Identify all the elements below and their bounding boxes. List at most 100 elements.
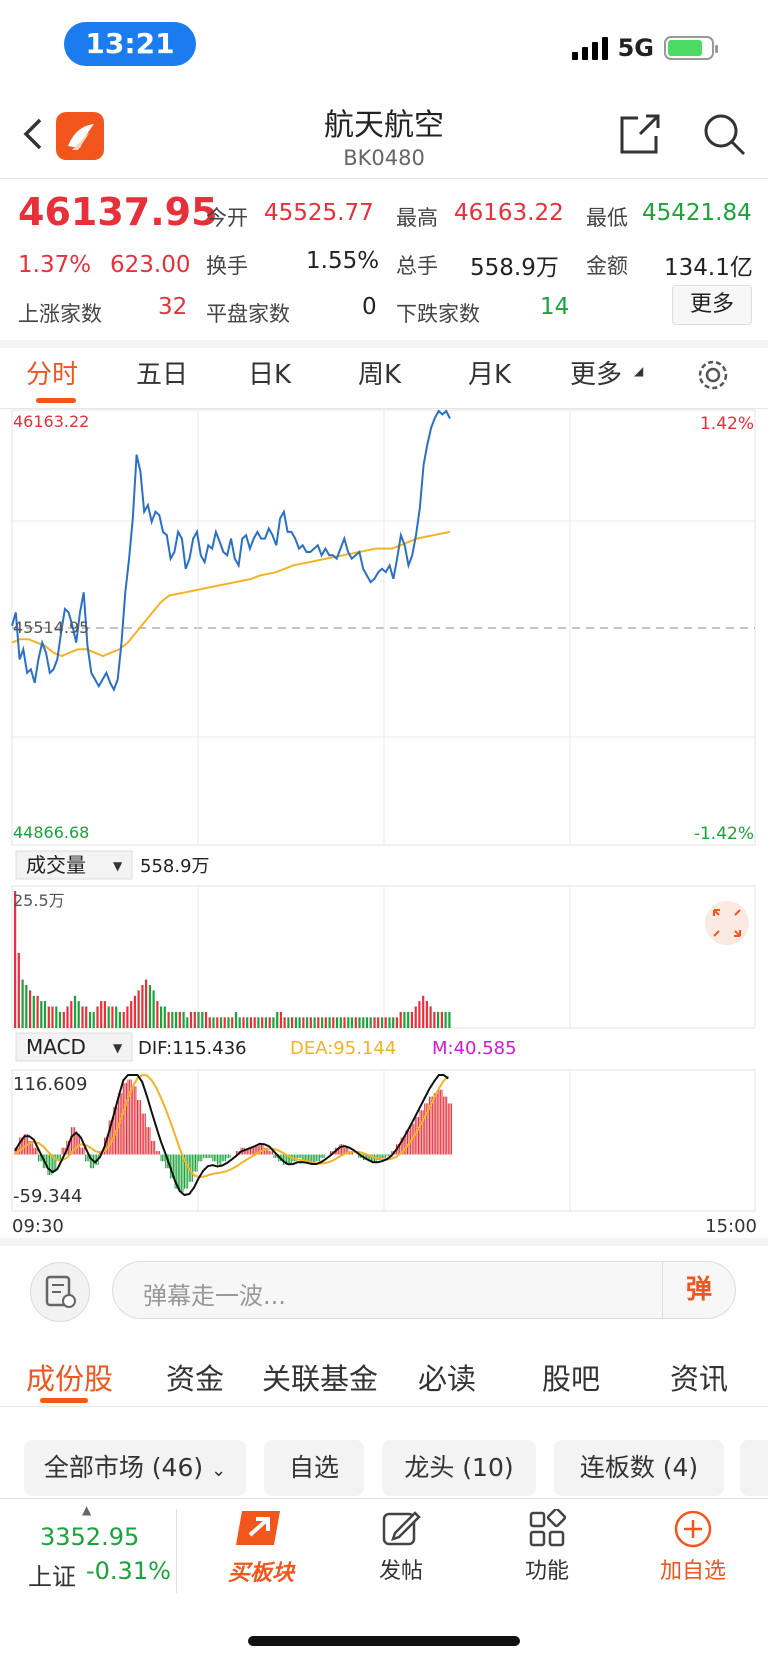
tab-constituents[interactable]: 成份股 <box>26 1362 114 1396</box>
open-label: 今开 <box>206 206 248 230</box>
change-abs: 623.00 <box>110 252 191 278</box>
volume-bar <box>444 1011 447 1028</box>
tab-daily-k[interactable]: 日K <box>248 360 292 390</box>
volume-bar <box>354 1017 357 1028</box>
volume-bar <box>163 1006 166 1028</box>
amount-value: 134.1亿 <box>664 255 753 281</box>
volume-bar <box>130 1001 133 1028</box>
volume-bar <box>55 1006 58 1028</box>
volume-bar <box>407 1011 410 1028</box>
volume-bar <box>29 990 32 1028</box>
volume-bar <box>175 1011 178 1028</box>
section-gap <box>0 1238 768 1246</box>
volume-bar <box>335 1017 339 1028</box>
y-bottom-label: 44866.68 <box>13 823 89 842</box>
bottom-tab-indicator <box>40 1398 88 1403</box>
nav-post[interactable]: 发帖 <box>346 1509 456 1585</box>
volume-bar <box>14 891 17 1028</box>
macd-selector[interactable]: MACD ▼ <box>15 1032 133 1062</box>
average-price-line <box>11 530 451 658</box>
nav-functions[interactable]: 功能 <box>492 1507 602 1585</box>
volume-selector[interactable]: 成交量 ▼ <box>15 850 133 880</box>
nav-buy-sector-label: 买板块 <box>227 1561 294 1586</box>
volume-bar <box>429 1006 432 1028</box>
search-icon[interactable] <box>700 110 748 158</box>
tabs-divider <box>0 408 768 409</box>
status-icons: 5G <box>571 30 718 66</box>
volume-bar <box>358 1017 361 1028</box>
volume-bar <box>440 1011 443 1028</box>
volume-bar <box>160 1006 163 1028</box>
more-quote-button[interactable]: 更多 <box>672 285 752 325</box>
bottom-tabs-divider <box>0 1406 768 1407</box>
volume-bar <box>268 1017 271 1028</box>
status-time: 13:21 <box>64 22 196 66</box>
tab-monthly-k[interactable]: 月K <box>468 360 512 390</box>
volume-bar <box>156 1001 159 1028</box>
price-line <box>11 409 451 692</box>
macd-max-label: 116.609 <box>13 1074 87 1095</box>
nav-divider <box>176 1509 177 1593</box>
tab-funds-flow[interactable]: 资金 <box>166 1362 225 1396</box>
tab-must-read[interactable]: 必读 <box>418 1362 477 1396</box>
volume-bar <box>47 1006 50 1028</box>
volume-bar <box>380 1017 384 1028</box>
volume-total: 558.9万 <box>140 856 210 877</box>
y-mid-label: 45514.95 <box>13 618 89 637</box>
volume-bar <box>384 1017 387 1028</box>
page-title: 航天航空 <box>324 108 444 143</box>
volume-bar <box>261 1017 264 1028</box>
volume-bar <box>212 1017 215 1028</box>
volume-bar <box>272 1017 275 1028</box>
back-icon[interactable] <box>18 114 48 154</box>
index-name: 上证 <box>28 1563 76 1591</box>
tab-weekly-k[interactable]: 周K <box>358 360 402 390</box>
tab-intraday[interactable]: 分时 <box>26 360 79 390</box>
volume-label: 总手 <box>396 254 438 278</box>
filter-overflow[interactable] <box>740 1440 768 1496</box>
danmaku-input[interactable]: 弹幕走一波... 弹 <box>112 1261 736 1319</box>
expand-up-icon[interactable]: ▲ <box>82 1503 92 1517</box>
volume-bar <box>437 1011 440 1028</box>
volume-bar <box>324 1017 327 1028</box>
flat-count: 0 <box>362 294 377 320</box>
volume-bar <box>17 952 20 1028</box>
tab-related-funds[interactable]: 关联基金 <box>262 1362 379 1396</box>
tab-forum[interactable]: 股吧 <box>542 1362 601 1396</box>
volume-bar <box>43 1001 47 1028</box>
filter-consecutive-limit[interactable]: 连板数 (4) <box>554 1440 724 1496</box>
expand-icon[interactable] <box>705 901 749 945</box>
settings-icon[interactable] <box>696 358 730 392</box>
volume-bar <box>167 1011 170 1028</box>
nav-buy-sector[interactable]: 买板块 <box>206 1505 316 1587</box>
volume-bar <box>433 1011 436 1028</box>
pct-top-label: 1.42% <box>700 414 754 434</box>
home-indicator <box>248 1636 520 1646</box>
tab-five-day[interactable]: 五日 <box>136 360 189 390</box>
filter-leaders[interactable]: 龙头 (10) <box>382 1440 536 1496</box>
nav-functions-label: 功能 <box>524 1559 569 1584</box>
volume-bar <box>171 1011 174 1028</box>
intraday-chart[interactable]: 46163.22 45514.95 44866.68 1.42% -1.42% … <box>0 409 768 1235</box>
tab-active-indicator <box>36 398 76 403</box>
volume-bar <box>313 1017 316 1028</box>
filter-all-markets[interactable]: 全部市场 (46) ⌄ <box>24 1440 246 1496</box>
volume-bar <box>96 1006 99 1028</box>
volume-bar <box>306 1017 309 1028</box>
nav-post-label: 发帖 <box>378 1559 423 1584</box>
volume-bar <box>223 1017 226 1028</box>
volume-bar <box>122 1011 125 1028</box>
volume-bar <box>317 1017 320 1028</box>
nav-add-watchlist[interactable]: 加自选 <box>638 1509 748 1585</box>
danmaku-settings-icon[interactable] <box>30 1262 90 1322</box>
tab-more[interactable]: 更多 <box>570 360 623 390</box>
tab-news[interactable]: 资讯 <box>670 1362 729 1396</box>
volume-bar <box>145 979 148 1028</box>
more-dropdown-icon: ◢ <box>634 364 644 378</box>
share-icon[interactable] <box>616 110 664 158</box>
danmaku-send-button[interactable]: 弹 <box>662 1262 735 1318</box>
volume-bar <box>332 1017 335 1028</box>
filter-watchlist[interactable]: 自选 <box>264 1440 364 1496</box>
volume-bar <box>88 1011 92 1028</box>
index-value[interactable]: 3352.95 <box>40 1523 140 1551</box>
